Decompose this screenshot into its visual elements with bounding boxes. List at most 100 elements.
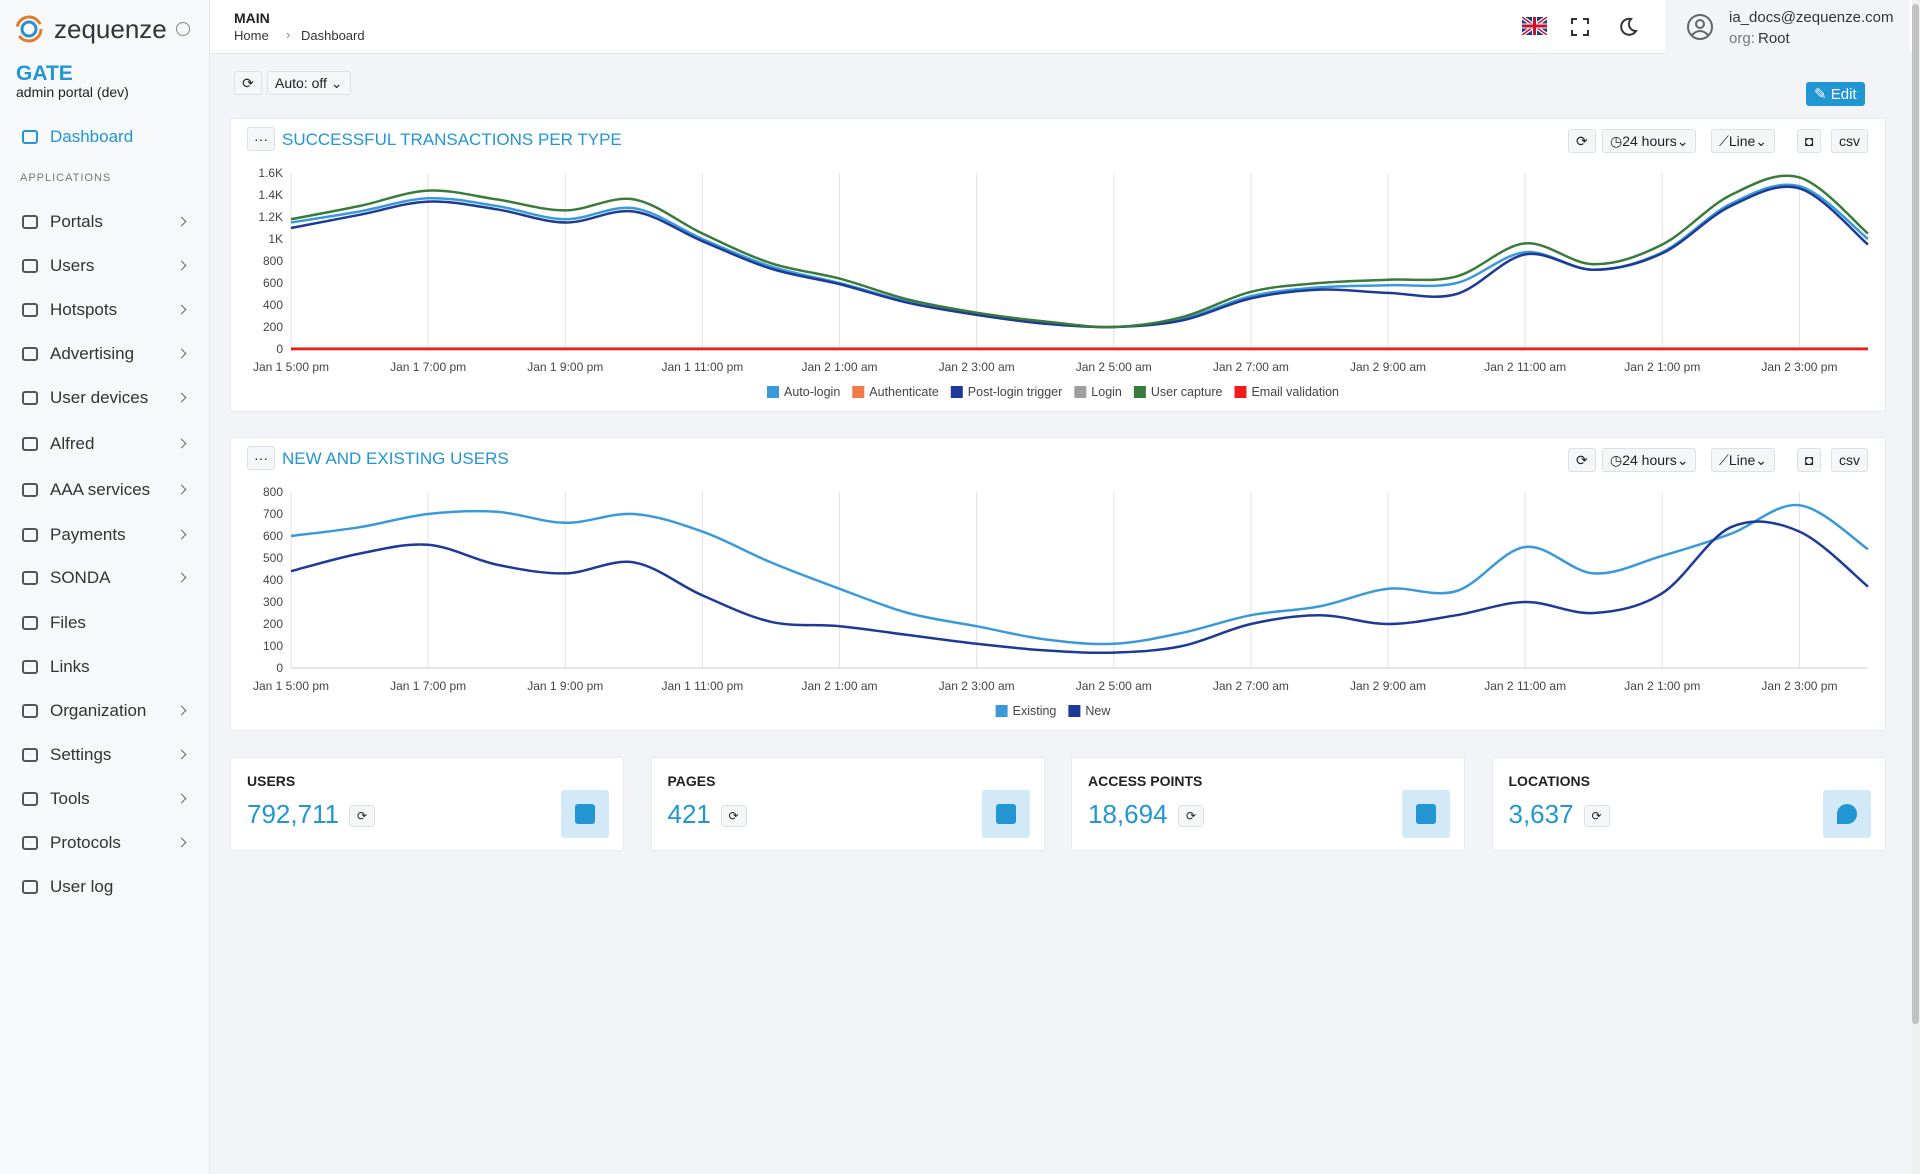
chart-control[interactable]: ◘ bbox=[1797, 448, 1822, 472]
control-label: Line bbox=[1728, 133, 1756, 149]
nav-label: User devices bbox=[50, 388, 149, 407]
nav-chevron bbox=[176, 793, 187, 804]
nav-chevron bbox=[176, 216, 187, 227]
nav-label: AAA services bbox=[50, 480, 151, 499]
org: Root bbox=[1758, 30, 1790, 47]
chart-control[interactable]: ⟋ Line ⌄ bbox=[1711, 448, 1776, 472]
stat-icon-glyph bbox=[1836, 804, 1857, 824]
x-tick-label: Jan 1 5:00 pm bbox=[253, 679, 329, 693]
y-tick-label: 700 bbox=[263, 507, 283, 521]
nav-item[interactable]: User log bbox=[22, 872, 113, 902]
control-label: 24 hours bbox=[1622, 133, 1677, 149]
x-tick-label: Jan 2 9:00 am bbox=[1350, 679, 1426, 693]
logo-mark bbox=[15, 15, 43, 43]
nav-item[interactable]: Protocols bbox=[22, 828, 121, 858]
legend-swatch bbox=[1133, 386, 1146, 398]
legend-swatch bbox=[1234, 386, 1247, 398]
chart-control[interactable]: ⟳ bbox=[1568, 129, 1596, 153]
x-tick-label: Jan 2 1:00 pm bbox=[1624, 679, 1700, 693]
nav-chevron bbox=[176, 348, 187, 359]
y-tick-label: 600 bbox=[263, 276, 283, 290]
chart-control[interactable]: ◘ bbox=[1797, 129, 1822, 153]
y-tick-label: 600 bbox=[263, 529, 283, 543]
nav-item[interactable]: Links bbox=[22, 652, 90, 682]
nav-item[interactable]: Payments bbox=[22, 520, 126, 550]
nav-item[interactable]: AAA services bbox=[22, 475, 150, 505]
crumb[interactable]: Home bbox=[234, 28, 269, 43]
legend-label: New bbox=[1085, 704, 1111, 718]
edit-label: Edit bbox=[1830, 85, 1857, 103]
chart-control[interactable]: ◷ 24 hours ⌄ bbox=[1602, 129, 1697, 153]
nav-label: Protocols bbox=[50, 833, 121, 852]
nav-chevron bbox=[176, 484, 187, 495]
legend-label: Login bbox=[1091, 385, 1122, 399]
nav-label: Alfred bbox=[50, 434, 95, 453]
chart-control[interactable]: ⟳ bbox=[1568, 448, 1596, 472]
nav-item[interactable]: Portals bbox=[22, 207, 103, 237]
chart-control[interactable]: csv bbox=[1831, 129, 1868, 153]
more[interactable]: ··· bbox=[247, 446, 275, 470]
nav-chevron bbox=[176, 304, 187, 315]
nav-icon bbox=[22, 483, 38, 497]
stat-refresh[interactable]: ⟳ bbox=[1583, 805, 1610, 827]
stat-refresh[interactable]: ⟳ bbox=[720, 805, 747, 827]
nav-label: Advertising bbox=[50, 344, 135, 363]
nav-item[interactable]: User devices bbox=[22, 383, 148, 413]
nav-chevron bbox=[176, 705, 187, 716]
dark-mode[interactable] bbox=[1618, 17, 1638, 37]
fullscreen[interactable] bbox=[1571, 18, 1589, 36]
x-tick-label: Jan 1 7:00 pm bbox=[390, 679, 466, 693]
chart-card: ··· SUCCESSFUL TRANSACTIONS PER TYPE ⟳ ◷ 24… bbox=[230, 118, 1886, 412]
series-line bbox=[290, 520, 1869, 655]
user-box[interactable]: ia_docs@zequenze.com org: Root bbox=[1665, 0, 1910, 54]
nav-icon bbox=[22, 303, 38, 317]
auto-refresh[interactable]: Auto: off ⌄ bbox=[267, 71, 351, 95]
chart-control[interactable]: csv bbox=[1831, 448, 1868, 472]
y-tick-label: 400 bbox=[263, 298, 283, 312]
x-tick-label: Jan 1 9:00 pm bbox=[527, 360, 603, 374]
chart-title: SUCCESSFUL TRANSACTIONS PER TYPE bbox=[282, 130, 622, 149]
chart-control[interactable]: ⟋ Line ⌄ bbox=[1711, 129, 1776, 153]
nav-item[interactable]: Files bbox=[22, 608, 86, 638]
legend-swatch bbox=[950, 386, 963, 398]
nav-item[interactable]: SONDA bbox=[22, 563, 110, 593]
nav-label: Settings bbox=[50, 745, 112, 764]
stat-refresh[interactable]: ⟳ bbox=[349, 805, 376, 827]
nav-item[interactable]: Settings bbox=[22, 740, 111, 770]
x-tick-label: Jan 1 11:00 pm bbox=[661, 679, 743, 693]
nav-icon bbox=[22, 437, 38, 451]
edit-button[interactable]: ✎ Edit bbox=[1806, 82, 1865, 106]
pin-toggle[interactable] bbox=[176, 22, 190, 36]
nav-item[interactable]: Users bbox=[22, 251, 94, 281]
auto-label: Auto: off bbox=[275, 75, 327, 91]
y-tick-label: 1.4K bbox=[258, 188, 283, 202]
control-label: csv bbox=[1839, 452, 1860, 468]
scrollbar[interactable] bbox=[1912, 0, 1920, 1174]
nav-item[interactable]: Alfred bbox=[22, 429, 94, 459]
section: MAIN bbox=[234, 10, 270, 26]
nav-icon bbox=[22, 616, 38, 630]
nav-icon bbox=[22, 571, 38, 585]
nav-label: Dashboard bbox=[50, 127, 134, 146]
nav-icon bbox=[22, 660, 38, 674]
nav-item[interactable]: Dashboard bbox=[22, 122, 133, 152]
nav-item[interactable]: Hotspots bbox=[22, 295, 117, 325]
refresh[interactable]: ⟳ bbox=[234, 71, 262, 95]
series-line bbox=[290, 503, 1869, 646]
crumb: Dashboard bbox=[301, 28, 365, 43]
x-tick-label: Jan 2 1:00 am bbox=[801, 360, 877, 374]
x-tick-label: Jan 2 1:00 am bbox=[801, 679, 877, 693]
x-tick-label: Jan 2 11:00 am bbox=[1484, 679, 1566, 693]
nav-item[interactable]: Advertising bbox=[22, 339, 134, 369]
chart-control[interactable]: ◷ 24 hours ⌄ bbox=[1602, 448, 1697, 472]
stat-icon bbox=[1402, 790, 1450, 838]
nav-chevron bbox=[176, 837, 187, 848]
nav-label: Links bbox=[50, 657, 90, 676]
more[interactable]: ··· bbox=[247, 127, 275, 151]
legend: Existing New bbox=[995, 704, 1111, 718]
nav-item[interactable]: Tools bbox=[22, 784, 90, 814]
language-flag[interactable] bbox=[1522, 17, 1547, 35]
stat-refresh[interactable]: ⟳ bbox=[1178, 805, 1205, 827]
nav-item[interactable]: Organization bbox=[22, 696, 146, 726]
